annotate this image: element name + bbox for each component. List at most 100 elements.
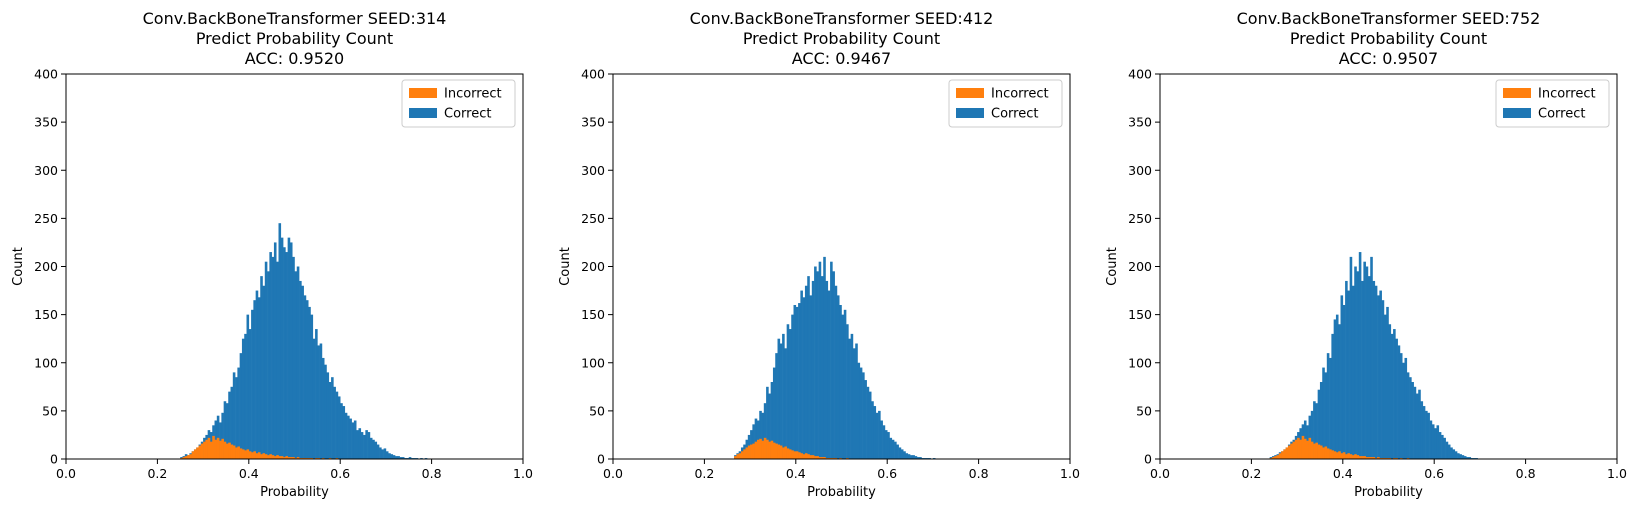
bar-incorrect xyxy=(752,443,755,459)
bar-correct xyxy=(280,237,284,459)
bar-incorrect xyxy=(189,454,192,459)
bar-correct xyxy=(1452,449,1456,460)
bar-correct xyxy=(1438,432,1442,459)
bar-correct xyxy=(1436,425,1440,459)
bar-incorrect xyxy=(1306,440,1309,459)
bar-incorrect xyxy=(276,455,279,459)
bar-incorrect xyxy=(1271,457,1275,459)
bar-correct xyxy=(230,386,234,459)
bar-correct xyxy=(862,372,865,460)
bar-correct xyxy=(308,306,311,459)
bar-incorrect xyxy=(237,446,240,459)
x-tick-label: 0.4 xyxy=(1333,466,1353,481)
bar-correct xyxy=(1431,424,1435,459)
bar-correct xyxy=(830,261,833,459)
bar-incorrect xyxy=(1294,439,1298,459)
bar-correct xyxy=(395,456,398,459)
bar-correct xyxy=(1434,428,1437,459)
bar-incorrect xyxy=(251,452,254,459)
bar-incorrect xyxy=(219,440,222,459)
bar-correct xyxy=(294,271,298,459)
bar-incorrect xyxy=(296,457,300,459)
bar-incorrect xyxy=(246,449,250,460)
bar-incorrect xyxy=(214,439,218,459)
bar-correct xyxy=(273,242,277,459)
x-tick-label: 1.0 xyxy=(1607,466,1627,481)
bar-correct xyxy=(372,439,375,459)
bar-correct xyxy=(871,401,874,459)
bar-correct xyxy=(1329,357,1332,459)
y-tick-label: 100 xyxy=(34,355,58,370)
bar-correct xyxy=(1317,389,1321,459)
bar-correct xyxy=(827,290,831,459)
bar-correct xyxy=(1457,453,1460,459)
bar-correct xyxy=(898,447,902,459)
x-tick-label: 1.0 xyxy=(513,466,533,481)
bar-incorrect xyxy=(1319,445,1323,459)
bar-correct xyxy=(1441,434,1444,459)
x-tick-label: 0.0 xyxy=(603,466,623,481)
bar-correct xyxy=(241,338,245,459)
bar-correct xyxy=(262,285,266,459)
bar-correct xyxy=(1402,362,1405,459)
chart-title-line-1: Conv.BackBoneTransformer SEED:314 xyxy=(143,9,447,28)
bar-incorrect xyxy=(759,438,762,459)
bar-incorrect xyxy=(1340,453,1344,459)
bar-correct xyxy=(825,280,829,459)
bar-correct xyxy=(328,382,332,459)
bar-incorrect xyxy=(207,437,211,459)
bar-incorrect xyxy=(1354,454,1357,459)
bar-incorrect xyxy=(280,456,284,459)
bar-incorrect xyxy=(1370,457,1373,459)
bar-incorrect xyxy=(1345,454,1348,459)
bar-correct xyxy=(891,439,895,459)
bar-incorrect xyxy=(248,451,252,459)
bar-correct xyxy=(857,362,861,459)
bar-correct xyxy=(1342,305,1346,459)
bar-correct xyxy=(880,420,883,459)
bar-incorrect xyxy=(1363,456,1366,459)
bar-incorrect xyxy=(766,439,769,459)
bar-incorrect xyxy=(784,446,787,459)
bar-correct xyxy=(1418,389,1421,459)
bar-correct xyxy=(276,261,279,459)
bar-correct xyxy=(271,256,275,460)
bar-correct xyxy=(1415,393,1419,459)
bar-correct xyxy=(305,300,309,459)
y-tick-label: 200 xyxy=(34,259,58,274)
y-tick-label: 400 xyxy=(581,67,605,82)
bar-correct xyxy=(1409,377,1412,459)
bar-correct xyxy=(376,444,380,459)
chart-panel-1: 0.0 0.2 0.4 0.6 0.8 1.0 0 50 100 150 200 250 300 350 4… xyxy=(11,9,533,500)
bar-incorrect xyxy=(1276,455,1280,459)
x-tick-label: 0.6 xyxy=(330,466,350,481)
legend: Incorrect Correct xyxy=(1495,79,1610,128)
bar-incorrect xyxy=(804,453,808,459)
bar-correct xyxy=(788,329,792,459)
bar-incorrect xyxy=(262,453,266,459)
bar-correct xyxy=(319,343,323,459)
bar-incorrect xyxy=(1317,444,1321,459)
bar-incorrect xyxy=(800,453,803,459)
bar-correct xyxy=(843,309,847,459)
bar-correct xyxy=(225,403,229,459)
bar-correct xyxy=(388,453,391,459)
bar-correct xyxy=(770,382,774,459)
bar-correct xyxy=(180,457,183,459)
y-tick-label: 400 xyxy=(34,67,58,82)
bar-incorrect xyxy=(1324,446,1328,459)
bar-correct xyxy=(912,455,915,459)
bar-incorrect xyxy=(761,440,765,459)
y-tick-label: 100 xyxy=(1128,355,1152,370)
bar-correct xyxy=(1399,353,1403,460)
bar-correct xyxy=(772,367,776,459)
bar-incorrect xyxy=(278,456,282,459)
bar-correct xyxy=(889,437,893,459)
bar-correct xyxy=(752,424,755,459)
bar-correct xyxy=(1427,412,1430,459)
bar-correct xyxy=(344,412,348,459)
bar-incorrect xyxy=(203,441,206,459)
bar-correct xyxy=(257,297,261,459)
bar-incorrect xyxy=(1342,452,1346,459)
bar-correct xyxy=(1463,456,1467,459)
